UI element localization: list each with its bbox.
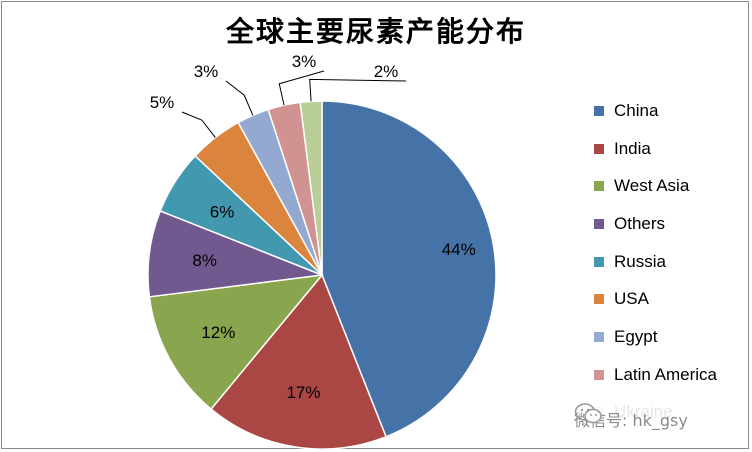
legend-label: USA bbox=[614, 289, 649, 309]
data-label-china: 44% bbox=[442, 240, 476, 259]
legend-item-west-asia: West Asia bbox=[588, 167, 748, 205]
legend-swatch bbox=[594, 181, 604, 192]
data-label-west-asia: 12% bbox=[201, 323, 235, 342]
leader-line bbox=[181, 111, 216, 138]
legend-label: West Asia bbox=[614, 176, 690, 196]
leader-line bbox=[309, 78, 407, 102]
legend-item-egypt: Egypt bbox=[588, 318, 748, 356]
legend-swatch bbox=[594, 369, 604, 380]
legend-item-india: India bbox=[588, 130, 748, 168]
data-label-others: 8% bbox=[192, 251, 217, 270]
data-label-ukraine: 2% bbox=[374, 62, 399, 81]
legend: China India West Asia Others Russia USA Egypt L… bbox=[588, 92, 748, 431]
watermark: 微信号: hk_gsy bbox=[574, 402, 746, 436]
legend-swatch bbox=[594, 143, 604, 154]
data-label-russia: 6% bbox=[210, 203, 235, 222]
pie-slice-china bbox=[321, 100, 497, 438]
legend-item-usa: USA bbox=[588, 280, 748, 318]
legend-swatch bbox=[594, 294, 604, 305]
legend-item-others: Others bbox=[588, 205, 748, 243]
data-label-usa: 5% bbox=[150, 93, 175, 112]
leader-line bbox=[278, 70, 325, 106]
legend-label: Egypt bbox=[614, 326, 658, 346]
legend-swatch bbox=[594, 105, 604, 116]
legend-label: Russia bbox=[614, 251, 666, 271]
data-label-egypt: 3% bbox=[194, 62, 219, 81]
legend-label: Latin America bbox=[614, 364, 717, 384]
legend-swatch bbox=[594, 218, 604, 229]
legend-swatch bbox=[594, 256, 604, 267]
legend-swatch bbox=[594, 331, 604, 342]
leader-line bbox=[225, 80, 254, 116]
legend-item-latin-america: Latin America bbox=[588, 356, 748, 394]
legend-label: India bbox=[614, 138, 651, 158]
wechat-icon bbox=[574, 403, 602, 424]
data-label-india: 17% bbox=[286, 383, 320, 402]
pie-slice-west-asia bbox=[148, 274, 324, 411]
legend-label: China bbox=[614, 100, 659, 120]
legend-label: Others bbox=[614, 213, 666, 233]
watermark-text: 微信号: hk_gsy bbox=[574, 411, 688, 430]
legend-item-china: China bbox=[588, 92, 748, 130]
data-label-latin-america: 3% bbox=[292, 52, 317, 71]
chart-title: 全球主要尿素产能分布 bbox=[225, 15, 526, 48]
legend-item-russia: Russia bbox=[588, 243, 748, 281]
pie-slice-india bbox=[210, 273, 388, 450]
